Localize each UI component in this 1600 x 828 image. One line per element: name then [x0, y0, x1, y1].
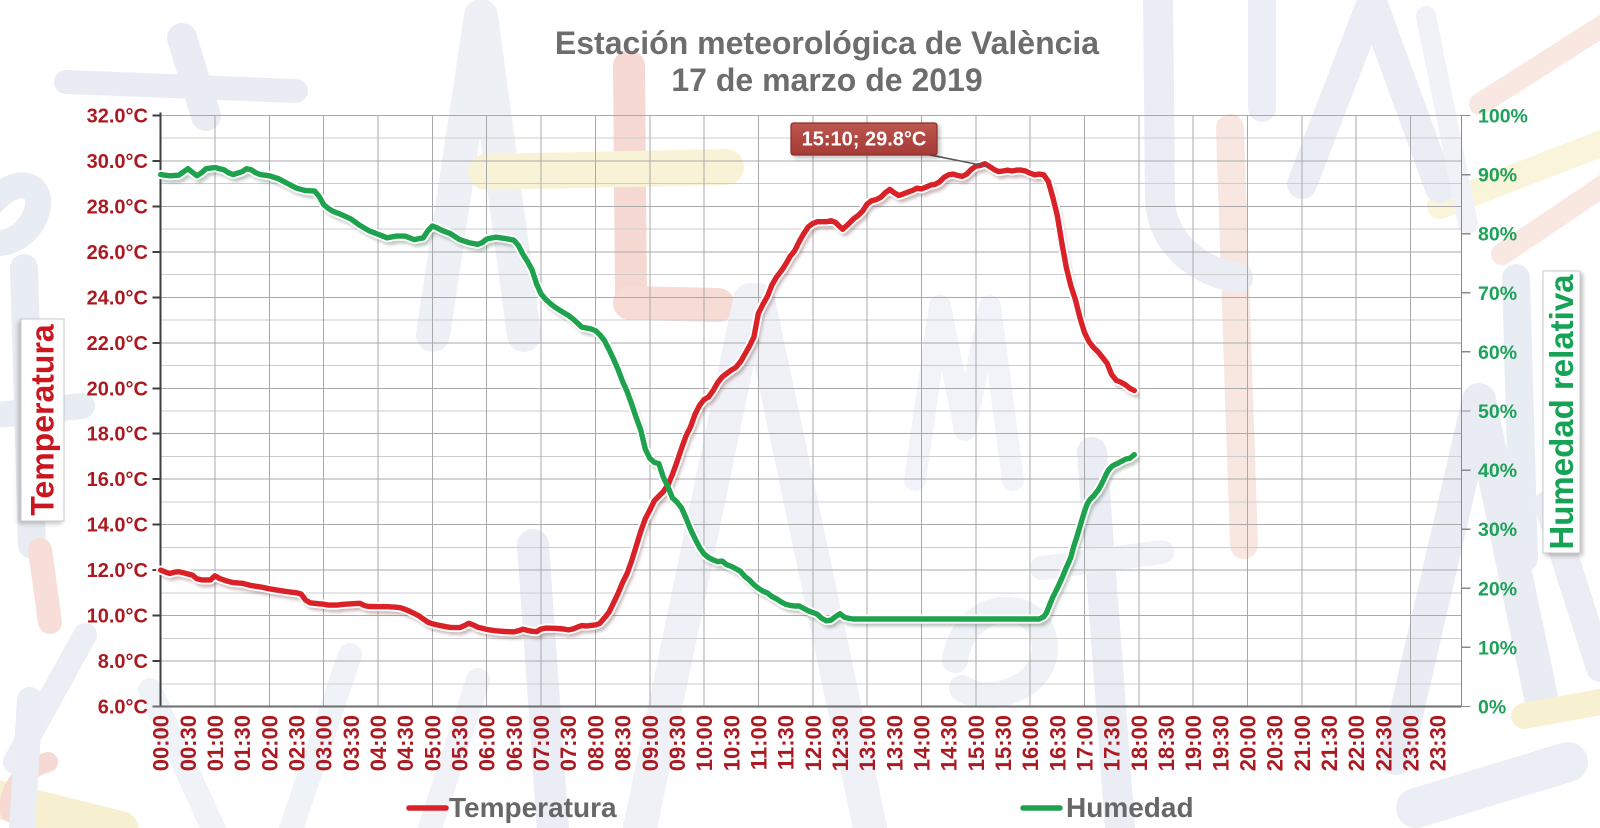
svg-text:19:30: 19:30 — [1208, 715, 1233, 771]
svg-text:70%: 70% — [1478, 283, 1517, 305]
svg-text:05:00: 05:00 — [420, 715, 445, 771]
svg-text:28.0°C: 28.0°C — [87, 196, 148, 218]
svg-text:50%: 50% — [1478, 401, 1517, 423]
svg-text:16.0°C: 16.0°C — [87, 469, 148, 491]
svg-text:13:00: 13:00 — [855, 715, 880, 771]
svg-text:6.0°C: 6.0°C — [98, 697, 148, 719]
svg-text:08:30: 08:30 — [611, 715, 636, 771]
svg-text:00:00: 00:00 — [149, 715, 174, 771]
svg-text:04:00: 04:00 — [366, 715, 391, 771]
svg-text:11:30: 11:30 — [774, 715, 799, 770]
svg-text:80%: 80% — [1478, 224, 1517, 246]
svg-text:09:00: 09:00 — [638, 715, 663, 771]
svg-text:18:00: 18:00 — [1127, 715, 1152, 771]
svg-text:07:00: 07:00 — [529, 715, 554, 771]
svg-text:24.0°C: 24.0°C — [87, 287, 148, 309]
svg-text:01:00: 01:00 — [203, 715, 228, 771]
svg-text:06:30: 06:30 — [502, 715, 527, 771]
svg-text:20:00: 20:00 — [1236, 715, 1261, 771]
svg-text:06:00: 06:00 — [475, 715, 500, 771]
svg-text:01:30: 01:30 — [230, 715, 255, 771]
svg-text:26.0°C: 26.0°C — [87, 242, 148, 264]
svg-text:18:30: 18:30 — [1154, 715, 1179, 771]
svg-text:23:30: 23:30 — [1426, 715, 1451, 771]
svg-text:40%: 40% — [1478, 460, 1517, 482]
svg-text:12:00: 12:00 — [801, 715, 826, 771]
svg-text:12.0°C: 12.0°C — [87, 560, 148, 582]
svg-text:90%: 90% — [1478, 165, 1517, 187]
svg-text:0%: 0% — [1478, 697, 1506, 719]
svg-text:20.0°C: 20.0°C — [87, 378, 148, 400]
svg-text:14:00: 14:00 — [910, 715, 935, 771]
svg-text:12:30: 12:30 — [828, 715, 853, 771]
svg-text:17:00: 17:00 — [1073, 715, 1098, 771]
svg-text:19:00: 19:00 — [1181, 715, 1206, 771]
svg-text:22:30: 22:30 — [1371, 715, 1396, 771]
svg-text:20%: 20% — [1478, 578, 1517, 600]
svg-text:30%: 30% — [1478, 519, 1517, 541]
svg-text:21:00: 21:00 — [1290, 715, 1315, 771]
svg-text:10:00: 10:00 — [692, 715, 717, 771]
svg-text:Temperatura: Temperatura — [449, 792, 617, 823]
svg-text:22.0°C: 22.0°C — [87, 333, 148, 355]
svg-text:09:30: 09:30 — [665, 715, 690, 771]
svg-text:Humedad relativa: Humedad relativa — [1543, 274, 1580, 550]
svg-text:02:00: 02:00 — [257, 715, 282, 771]
svg-text:8.0°C: 8.0°C — [98, 651, 148, 673]
svg-text:16:00: 16:00 — [1018, 715, 1043, 771]
svg-text:14:30: 14:30 — [937, 715, 962, 771]
svg-text:21:30: 21:30 — [1317, 715, 1342, 771]
svg-text:Temperatura: Temperatura — [25, 324, 61, 516]
svg-text:Humedad: Humedad — [1066, 792, 1194, 823]
svg-text:100%: 100% — [1478, 106, 1528, 128]
svg-text:11:00: 11:00 — [746, 715, 771, 770]
svg-text:14.0°C: 14.0°C — [87, 515, 148, 537]
svg-text:00:30: 00:30 — [176, 715, 201, 771]
svg-text:10%: 10% — [1478, 637, 1517, 659]
svg-text:10.0°C: 10.0°C — [87, 606, 148, 628]
svg-text:03:00: 03:00 — [312, 715, 337, 771]
svg-text:60%: 60% — [1478, 342, 1517, 364]
svg-text:18.0°C: 18.0°C — [87, 424, 148, 446]
svg-text:30.0°C: 30.0°C — [87, 151, 148, 173]
svg-text:15:30: 15:30 — [991, 715, 1016, 771]
svg-text:15:10; 29.8°C: 15:10; 29.8°C — [802, 129, 927, 151]
svg-text:23:00: 23:00 — [1399, 715, 1424, 771]
svg-text:05:30: 05:30 — [448, 715, 473, 771]
svg-text:22:00: 22:00 — [1344, 715, 1369, 771]
svg-text:Estación meteorológica de Valè: Estación meteorológica de València — [555, 25, 1099, 61]
svg-text:08:00: 08:00 — [583, 715, 608, 771]
svg-text:03:30: 03:30 — [339, 715, 364, 771]
svg-text:15:00: 15:00 — [964, 715, 989, 771]
svg-text:17:30: 17:30 — [1100, 715, 1125, 771]
svg-text:13:30: 13:30 — [882, 715, 907, 771]
svg-text:17 de marzo de 2019: 17 de marzo de 2019 — [671, 62, 982, 98]
svg-text:16:30: 16:30 — [1045, 715, 1070, 771]
svg-text:32.0°C: 32.0°C — [87, 106, 148, 128]
svg-text:04:30: 04:30 — [393, 715, 418, 771]
svg-text:10:30: 10:30 — [719, 715, 744, 771]
svg-text:20:30: 20:30 — [1263, 715, 1288, 771]
svg-text:02:30: 02:30 — [285, 715, 310, 771]
svg-text:07:30: 07:30 — [556, 715, 581, 771]
